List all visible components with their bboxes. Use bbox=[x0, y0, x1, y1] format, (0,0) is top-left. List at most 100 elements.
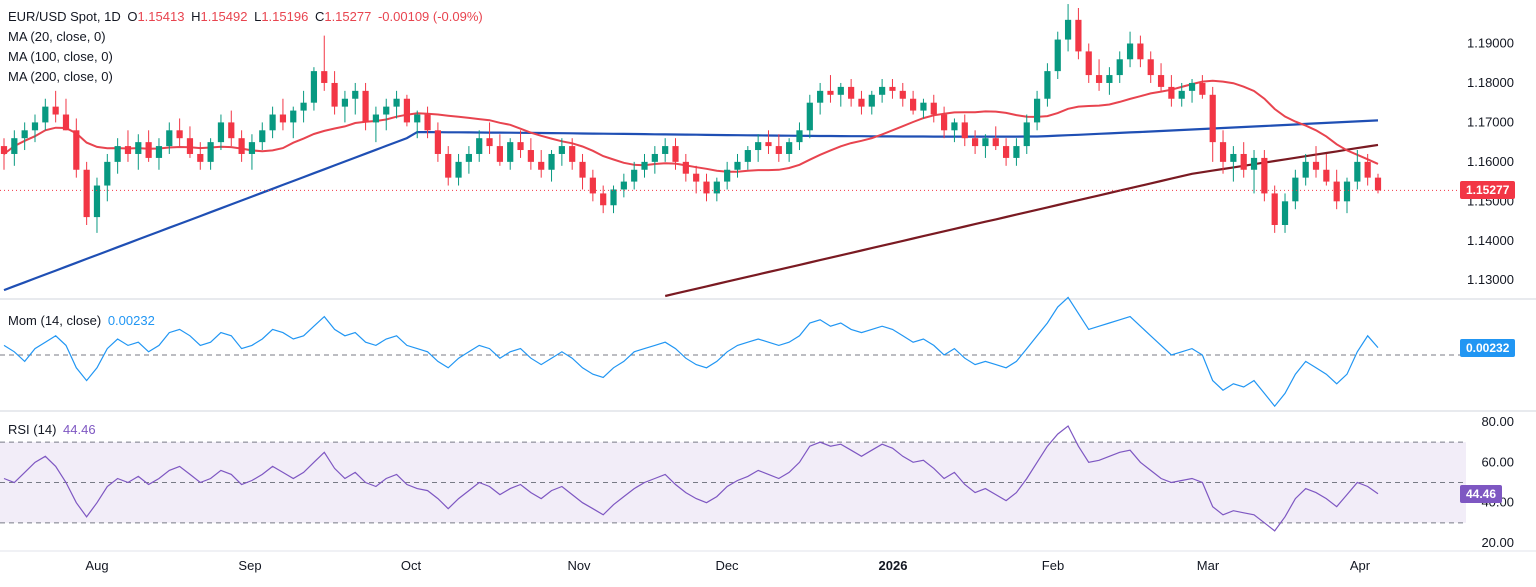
candle-up bbox=[806, 102, 813, 131]
price-tick-label: 1.14000 bbox=[1467, 233, 1514, 248]
rsi-tick-label: 20.00 bbox=[1481, 535, 1514, 550]
candle-down bbox=[1085, 51, 1092, 76]
symbol-title: EUR/USD Spot, 1D bbox=[8, 9, 121, 24]
candle-up bbox=[31, 122, 39, 131]
candle-down bbox=[971, 138, 979, 147]
candle-up bbox=[610, 189, 617, 206]
candle-up bbox=[1250, 157, 1258, 170]
candle-up bbox=[744, 150, 751, 162]
candle-down bbox=[889, 86, 896, 91]
ma20-label: MA (20, close, 0) bbox=[8, 29, 106, 44]
candle-down bbox=[579, 161, 586, 178]
candle-down bbox=[600, 193, 607, 206]
candle-up bbox=[11, 138, 18, 154]
candle-down bbox=[1374, 177, 1382, 191]
time-axis-label: Nov bbox=[567, 558, 591, 573]
candle-up bbox=[300, 102, 307, 111]
rsi-tick-label: 60.00 bbox=[1481, 454, 1514, 469]
candle-down bbox=[1323, 169, 1330, 182]
candle-down bbox=[1095, 75, 1103, 83]
candle-down bbox=[589, 177, 596, 194]
candle-up bbox=[786, 142, 793, 154]
momentum-legend[interactable]: Mom (14, close) 0.00232 bbox=[8, 311, 158, 331]
candle-up bbox=[1023, 122, 1030, 147]
ma100-line bbox=[3, 119, 1379, 292]
candle-up bbox=[868, 94, 875, 107]
candle-down bbox=[930, 102, 937, 115]
ma200-legend[interactable]: MA (200, close, 0) bbox=[8, 67, 116, 87]
candle-up bbox=[837, 86, 844, 95]
candle-up bbox=[641, 161, 648, 170]
ma100-legend[interactable]: MA (100, close, 0) bbox=[8, 47, 116, 67]
candle-up bbox=[207, 142, 214, 162]
time-axis-label: 2026 bbox=[879, 558, 908, 573]
candle-up bbox=[620, 181, 627, 190]
candle-up bbox=[42, 106, 49, 123]
candle-down bbox=[1199, 82, 1206, 95]
rsi-legend[interactable]: RSI (14) 44.46 bbox=[8, 420, 99, 440]
rsi-label: RSI (14) bbox=[8, 422, 57, 437]
candle-down bbox=[197, 153, 204, 162]
candle-up bbox=[879, 86, 886, 95]
candle-down bbox=[703, 181, 710, 194]
candle-down bbox=[186, 138, 194, 154]
candle-down bbox=[1168, 86, 1175, 99]
candle-down bbox=[321, 71, 328, 83]
candle-down bbox=[899, 90, 906, 99]
candle-up bbox=[713, 181, 720, 194]
price-tick-label: 1.18000 bbox=[1467, 75, 1514, 90]
candle-down bbox=[403, 98, 411, 123]
candle-down bbox=[1157, 75, 1165, 87]
rsi-tick-label: 80.00 bbox=[1481, 414, 1514, 429]
axis-layer: 1.190001.180001.170001.160001.150001.140… bbox=[85, 36, 1514, 573]
candle-up bbox=[114, 146, 121, 162]
candle-up bbox=[393, 98, 400, 107]
candle-down bbox=[486, 138, 493, 147]
price-tick-label: 1.13000 bbox=[1467, 272, 1514, 287]
candle-up bbox=[135, 142, 142, 154]
candle-down bbox=[424, 114, 431, 131]
candle-up bbox=[155, 146, 163, 158]
candle-down bbox=[228, 122, 235, 139]
candle-up bbox=[558, 146, 565, 154]
ma20-legend[interactable]: MA (20, close, 0) bbox=[8, 27, 109, 47]
candle-up bbox=[1064, 19, 1072, 40]
ma200-label: MA (200, close, 0) bbox=[8, 69, 113, 84]
candle-up bbox=[383, 106, 390, 115]
candle-down bbox=[496, 146, 503, 162]
candle-up bbox=[662, 146, 669, 154]
candle-down bbox=[672, 146, 679, 162]
candle-down bbox=[1271, 193, 1278, 225]
candle-up bbox=[982, 138, 989, 147]
price-tick-label: 1.19000 bbox=[1467, 36, 1514, 51]
candle-up bbox=[269, 114, 276, 131]
candle-up bbox=[796, 130, 803, 143]
candle-down bbox=[124, 146, 132, 154]
momentum-value: 0.00232 bbox=[107, 313, 155, 328]
momentum-line bbox=[3, 296, 1379, 408]
candle-down bbox=[1002, 146, 1010, 158]
candle-up bbox=[817, 90, 824, 103]
candle-up bbox=[1354, 161, 1361, 182]
close-label: C bbox=[314, 9, 325, 24]
candle-down bbox=[992, 138, 999, 147]
candle-down bbox=[527, 150, 534, 162]
candle-down bbox=[1075, 19, 1082, 52]
candle-down bbox=[682, 161, 689, 174]
candle-down bbox=[331, 82, 338, 107]
candle-down bbox=[1209, 94, 1216, 143]
candle-up bbox=[372, 114, 380, 123]
open-label: O bbox=[127, 9, 138, 24]
candle-up bbox=[259, 130, 266, 143]
candle-down bbox=[1240, 153, 1247, 170]
candle-up bbox=[1044, 71, 1051, 99]
candle-down bbox=[910, 98, 917, 111]
candle-up bbox=[1126, 43, 1134, 60]
candle-up bbox=[1106, 75, 1113, 83]
candle-down bbox=[1333, 181, 1340, 202]
candle-up bbox=[352, 90, 359, 99]
candle-up bbox=[920, 102, 927, 111]
candle-up bbox=[455, 161, 462, 178]
